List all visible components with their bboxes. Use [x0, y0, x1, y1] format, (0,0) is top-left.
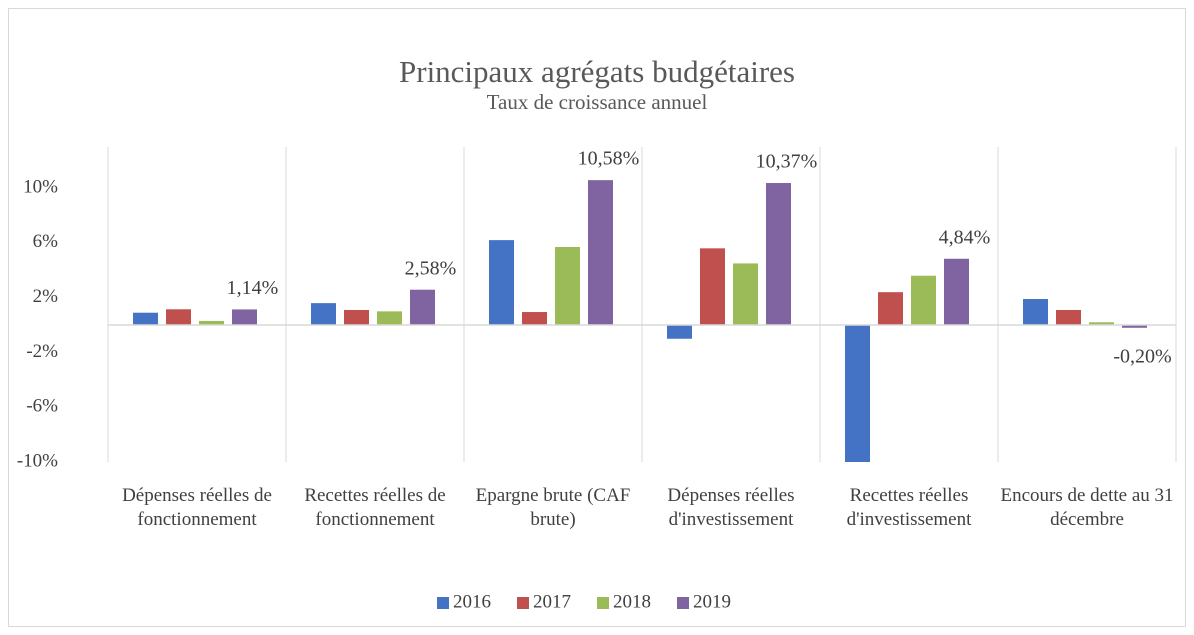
bar: [700, 248, 725, 326]
bar: [911, 275, 936, 326]
legend-swatch: [677, 597, 689, 609]
chart-title: Principaux agrégats budgétaires: [399, 54, 795, 89]
bar: [766, 183, 791, 326]
bar: [377, 311, 402, 326]
bar: [555, 246, 580, 326]
legend-label: 2017: [533, 591, 571, 612]
data-label: 10,37%: [756, 151, 818, 173]
bar: [878, 292, 903, 326]
chart-subtitle: Taux de croissance annuel: [487, 90, 708, 114]
bar: [667, 325, 692, 339]
legend-label: 2019: [693, 591, 731, 612]
bar: [133, 312, 158, 326]
y-tick-label: -2%: [26, 341, 58, 362]
bar: [845, 325, 870, 462]
bar: [410, 289, 435, 326]
y-tick-label: -10%: [17, 450, 58, 471]
bar: [311, 303, 336, 326]
bar: [166, 309, 191, 326]
bar: [733, 263, 758, 326]
bar: [588, 180, 613, 326]
bar: [1056, 309, 1081, 326]
bar: [1122, 325, 1147, 328]
x-tick-label: Encours de dette au 31 décembre: [1000, 485, 1174, 530]
data-label: 2,58%: [405, 257, 457, 279]
x-tick-label: Epargne brute (CAF brute): [475, 485, 631, 530]
bar: [199, 320, 224, 326]
bar: [1023, 299, 1048, 326]
bar: [489, 240, 514, 326]
x-tick-label: Dépenses réelles d'investissement: [667, 485, 795, 530]
bar: [522, 312, 547, 326]
data-label: 10,58%: [578, 148, 640, 170]
y-tick-label: 6%: [33, 231, 59, 252]
data-label: 1,14%: [227, 277, 279, 299]
data-label: -0,20%: [1113, 345, 1171, 367]
y-tick-label: -6%: [26, 396, 58, 417]
x-tick-label: Dépenses réelles de fonctionnement: [122, 485, 272, 530]
data-label: 4,84%: [939, 226, 991, 248]
bar: [232, 309, 257, 326]
x-tick-label: Recettes réelles de fonctionnement: [304, 485, 446, 530]
x-tick-label: Recettes réelles d'investissement: [846, 485, 972, 530]
y-tick-label: 2%: [33, 286, 59, 307]
bar: [944, 258, 969, 326]
bar: [1089, 322, 1114, 326]
bar: [344, 309, 369, 326]
legend-label: 2016: [453, 591, 491, 612]
legend-swatch: [597, 597, 609, 609]
legend-label: 2018: [613, 591, 651, 612]
legend-swatch: [437, 597, 449, 609]
y-tick-label: 10%: [23, 176, 58, 197]
legend-swatch: [517, 597, 529, 609]
